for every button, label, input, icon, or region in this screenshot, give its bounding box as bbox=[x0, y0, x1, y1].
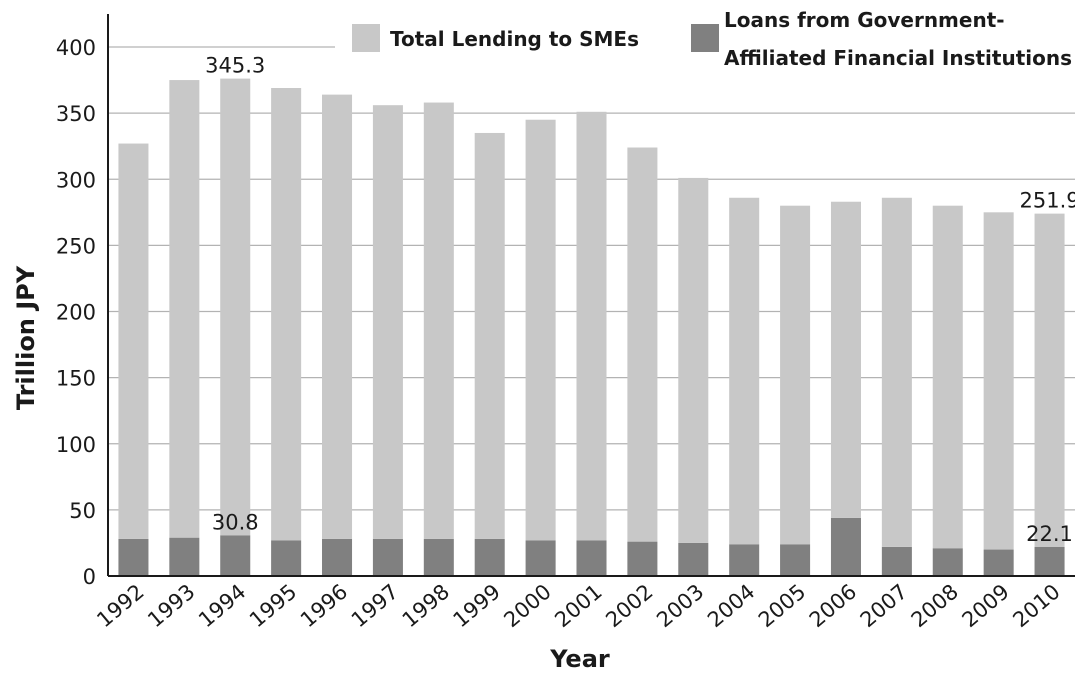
x-tick-labels: 1992199319941995199619971998199920002001… bbox=[92, 579, 1064, 632]
bar-total-1993 bbox=[169, 80, 200, 538]
data-label: 22.1 bbox=[1026, 522, 1073, 546]
x-tick-label: 2006 bbox=[805, 579, 861, 632]
x-tick-label: 1997 bbox=[347, 579, 403, 632]
bar-government-2003 bbox=[678, 542, 709, 576]
bar-total-2006 bbox=[830, 201, 861, 518]
legend-label-total: Total Lending to SMEs bbox=[390, 27, 639, 51]
y-tick-label: 250 bbox=[56, 234, 96, 258]
bar-government-2007 bbox=[881, 546, 912, 576]
x-tick-label: 1994 bbox=[194, 579, 250, 632]
x-tick-label: 2008 bbox=[907, 579, 963, 632]
y-tick-label: 150 bbox=[56, 367, 96, 391]
legend-label-government-line1: Loans from Government- bbox=[724, 8, 1005, 32]
axes bbox=[107, 14, 1075, 577]
bar-government-1997 bbox=[372, 538, 403, 576]
bar-total-1999 bbox=[474, 132, 505, 539]
bar-government-2002 bbox=[627, 541, 658, 576]
bar-total-1998 bbox=[423, 102, 454, 539]
bar-total-2000 bbox=[525, 119, 556, 541]
bar-government-1998 bbox=[423, 538, 454, 576]
y-tick-label: 300 bbox=[56, 168, 96, 192]
x-tick-label: 1996 bbox=[296, 579, 352, 632]
x-tick-label: 2007 bbox=[856, 579, 912, 632]
bar-total-2005 bbox=[780, 205, 811, 545]
bar-total-1997 bbox=[372, 105, 403, 539]
y-tick-label: 100 bbox=[56, 433, 96, 457]
x-tick-label: 2005 bbox=[754, 579, 810, 632]
legend-label-government-line2: Affiliated Financial Institutions bbox=[724, 46, 1072, 70]
bar-government-1993 bbox=[169, 537, 200, 576]
bar-government-2004 bbox=[729, 544, 760, 576]
y-tick-label: 400 bbox=[56, 36, 96, 60]
bar-total-1995 bbox=[271, 87, 302, 541]
bar-government-2005 bbox=[780, 544, 811, 576]
bar-government-1999 bbox=[474, 538, 505, 576]
bar-total-2009 bbox=[983, 212, 1014, 550]
y-tick-label: 350 bbox=[56, 102, 96, 126]
x-tick-label: 2001 bbox=[550, 579, 606, 632]
legend-swatch-total bbox=[352, 24, 380, 52]
bar-total-2002 bbox=[627, 147, 658, 542]
bar-government-1994 bbox=[220, 535, 251, 576]
x-tick-label: 2009 bbox=[957, 579, 1013, 632]
x-tick-label: 2003 bbox=[652, 579, 708, 632]
x-tick-label: 1999 bbox=[449, 579, 505, 632]
data-labels: 345.3 30.8 251.9 22.1 bbox=[205, 54, 1075, 546]
bar-government-1996 bbox=[322, 538, 353, 576]
y-tick-label: 50 bbox=[69, 499, 96, 523]
data-label: 251.9 bbox=[1019, 189, 1075, 213]
bar-total-2001 bbox=[576, 111, 607, 541]
bar-government-2008 bbox=[932, 548, 963, 576]
bar-total-1992 bbox=[118, 143, 149, 539]
bar-government-2010 bbox=[1034, 546, 1065, 576]
bar-government-2000 bbox=[525, 540, 556, 576]
x-tick-label: 1995 bbox=[245, 579, 301, 632]
bar-total-1994 bbox=[220, 78, 251, 536]
data-label: 30.8 bbox=[212, 510, 259, 534]
bar-government-2006 bbox=[830, 517, 861, 576]
y-tick-label: 0 bbox=[83, 565, 96, 589]
bar-total-1996 bbox=[322, 94, 353, 539]
x-tick-label: 1993 bbox=[143, 579, 199, 632]
x-tick-label: 1992 bbox=[92, 579, 148, 632]
legend-swatch-government bbox=[691, 24, 719, 52]
bar-government-1992 bbox=[118, 538, 149, 576]
bar-government-2001 bbox=[576, 540, 607, 576]
bars bbox=[118, 78, 1065, 576]
bar-government-2009 bbox=[983, 549, 1014, 576]
x-tick-label: 2010 bbox=[1008, 579, 1064, 632]
x-axis-title: Year bbox=[549, 645, 610, 673]
bar-government-1995 bbox=[271, 540, 302, 576]
x-tick-label: 1998 bbox=[398, 579, 454, 632]
y-axis-title: Trillion JPY bbox=[12, 265, 40, 410]
data-label: 345.3 bbox=[205, 54, 265, 78]
y-tick-labels: 0 50 100 150 200 250 300 350 400 bbox=[56, 36, 96, 589]
bar-total-2003 bbox=[678, 177, 709, 543]
legend: Total Lending to SMEs Loans from Governm… bbox=[335, 0, 1075, 76]
bar-total-2004 bbox=[729, 197, 760, 545]
x-tick-label: 2000 bbox=[499, 579, 555, 632]
bar-total-2010 bbox=[1034, 213, 1065, 547]
x-tick-label: 2004 bbox=[703, 579, 759, 632]
x-tick-label: 2002 bbox=[601, 579, 657, 632]
y-tick-label: 200 bbox=[56, 301, 96, 325]
bar-total-2007 bbox=[881, 197, 912, 547]
bar-total-2008 bbox=[932, 205, 963, 549]
